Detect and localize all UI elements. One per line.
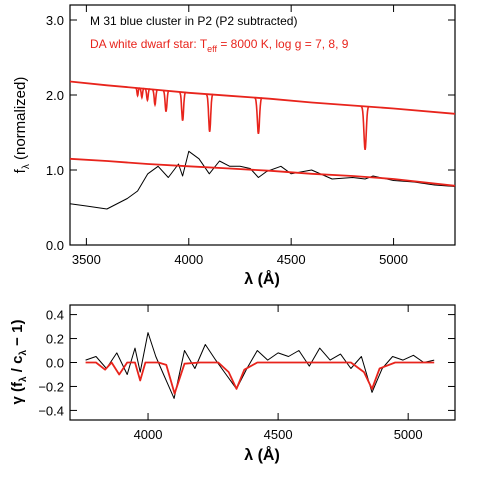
- svg-text:γ (fλ / cλ − 1): γ (fλ / cλ − 1): [9, 320, 29, 405]
- top-model-absorption-line: [205, 93, 214, 132]
- bottom-ytick-label: 0.0: [46, 356, 64, 371]
- bottom-ytick-label: −0.2: [38, 379, 64, 394]
- top-series-observed_spectrum: [69, 150, 456, 210]
- annotation-model: DA white dwarf star: Teff = 8000 K, log …: [90, 37, 349, 54]
- top-model-absorption-line: [144, 88, 151, 103]
- bottom-ytick-label: 0.2: [46, 332, 64, 347]
- bottom-ytick-label: −0.4: [38, 403, 64, 418]
- top-series-model_continuum: [69, 80, 456, 115]
- bottom-series-observed_residual: [85, 332, 435, 399]
- top-model-absorption-line: [254, 97, 263, 135]
- top-model-absorption-line: [179, 91, 187, 121]
- top-ytick-label: 3.0: [46, 13, 64, 28]
- top-ytick-label: 0.0: [46, 238, 64, 253]
- top-xtick-label: 4500: [277, 252, 306, 267]
- top-model-absorption-line: [360, 105, 370, 151]
- top-xtick-label: 5000: [379, 252, 408, 267]
- top-model-absorption-line: [162, 89, 170, 112]
- top-xtick-label: 3500: [72, 252, 101, 267]
- bottom-series-model_residual: [85, 361, 435, 395]
- bottom-panel: 4000 4500 5000 −0.4 −0.2 0.0 0.2 0.4 γ (fλ / cλ…: [9, 304, 456, 464]
- top-model-absorption-line: [151, 88, 159, 108]
- bottom-xtick-label: 5000: [394, 427, 423, 442]
- top-panel: 3500 4000 4500 5000 0.0 1.0 2.0 3.0 M 31 blue c…: [12, 4, 456, 288]
- bottom-xtick-label: 4500: [264, 427, 293, 442]
- top-model-absorption-line: [135, 87, 140, 98]
- top-model-absorption-line: [139, 87, 145, 101]
- top-ytick-label: 2.0: [46, 88, 64, 103]
- annotation-title: M 31 blue cluster in P2 (P2 subtracted): [90, 14, 297, 28]
- svg-text:fλ (normalized): fλ (normalized): [12, 77, 32, 174]
- top-ytick-label: 1.0: [46, 163, 64, 178]
- top-xlabel: λ (Å): [244, 269, 280, 288]
- bottom-xtick-label: 4000: [134, 427, 163, 442]
- top-xtick-label: 4000: [174, 252, 203, 267]
- bottom-ylabel: γ (fλ / cλ − 1): [9, 320, 29, 405]
- top-plot-frame: [69, 4, 456, 246]
- bottom-ytick-label: 0.4: [46, 308, 64, 323]
- top-series-model_continuum_scaled: [69, 157, 456, 187]
- bottom-xlabel: λ (Å): [244, 445, 280, 464]
- top-ylabel: fλ (normalized): [12, 77, 32, 174]
